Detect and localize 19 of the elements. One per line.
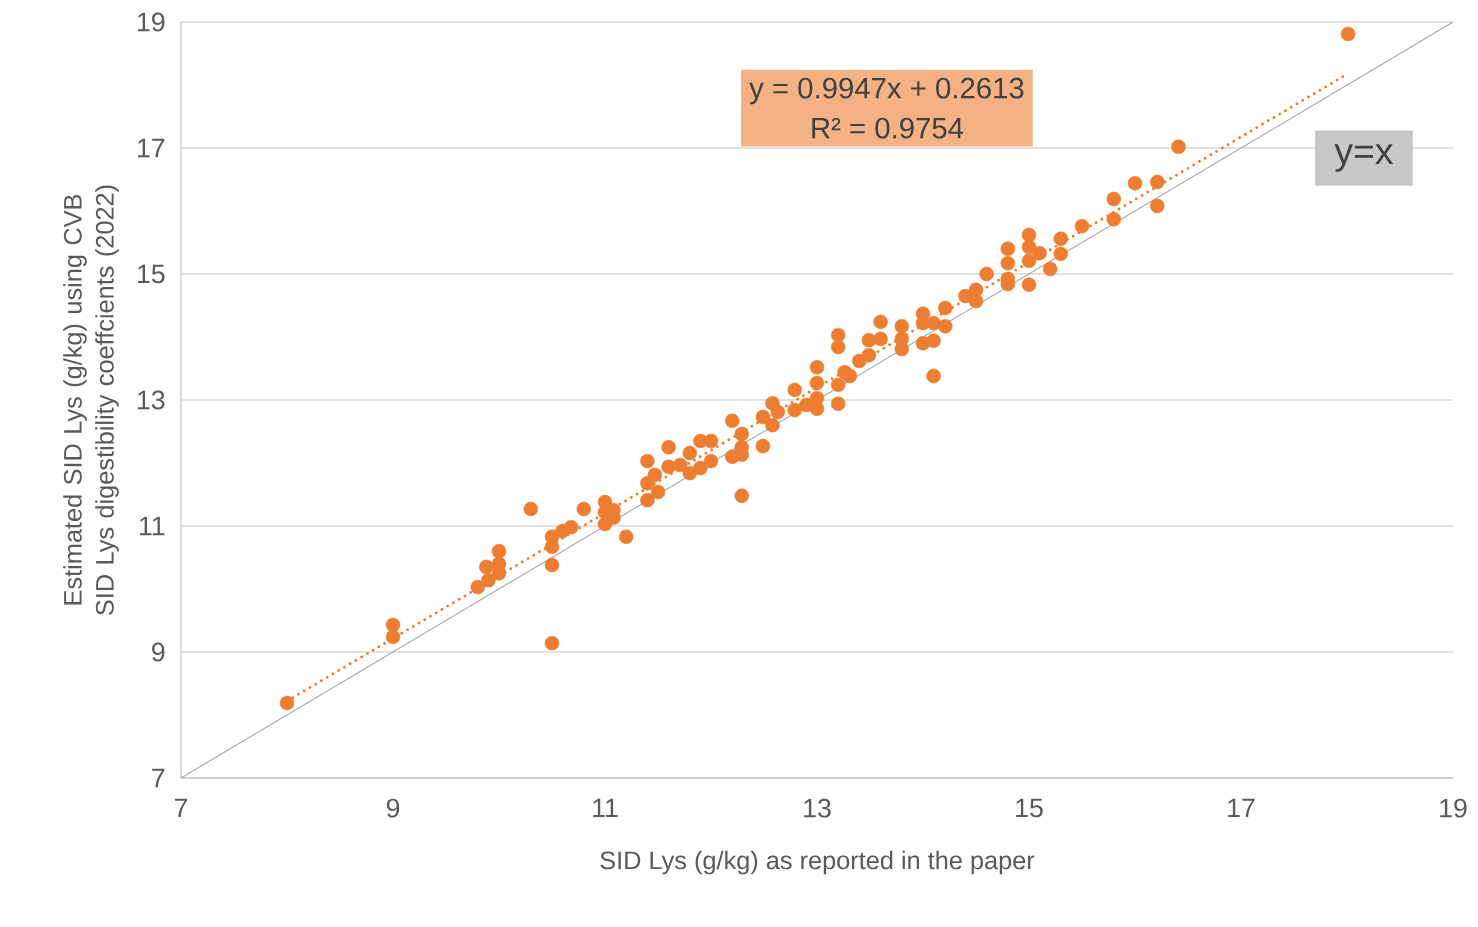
series-label: y=x bbox=[1334, 144, 1394, 172]
y-tick-label: 15 bbox=[138, 264, 165, 284]
annotation: y = 0.9947x + 0.2613 bbox=[749, 77, 1024, 105]
x-tick-label: 13 bbox=[804, 798, 831, 818]
y-axis-title: Estimated SID Lys (g/kg) using CVB SID Lys digestibility coeffcients (2022) bbox=[63, 185, 119, 615]
x-tick-label: 17 bbox=[1228, 798, 1255, 818]
y-tick-label: 13 bbox=[138, 390, 165, 410]
x-axis-title: SID Lys (g/kg) as reported in the paper bbox=[600, 850, 1035, 875]
x-tick-label: 9 bbox=[386, 798, 400, 818]
x-tick-label: 19 bbox=[1440, 798, 1467, 818]
y-tick-label: 19 bbox=[138, 12, 165, 32]
x-tick-label: 7 bbox=[174, 798, 188, 818]
x-tick-label: 15 bbox=[1016, 798, 1043, 818]
y-tick-label: 11 bbox=[139, 516, 165, 536]
x-tick-label: 11 bbox=[593, 798, 618, 818]
y-tick-label: 9 bbox=[152, 642, 165, 662]
annotation: R² = 0.9754 bbox=[812, 117, 964, 139]
y-tick-label: 17 bbox=[138, 138, 165, 158]
y-tick-label: 7 bbox=[152, 768, 165, 788]
